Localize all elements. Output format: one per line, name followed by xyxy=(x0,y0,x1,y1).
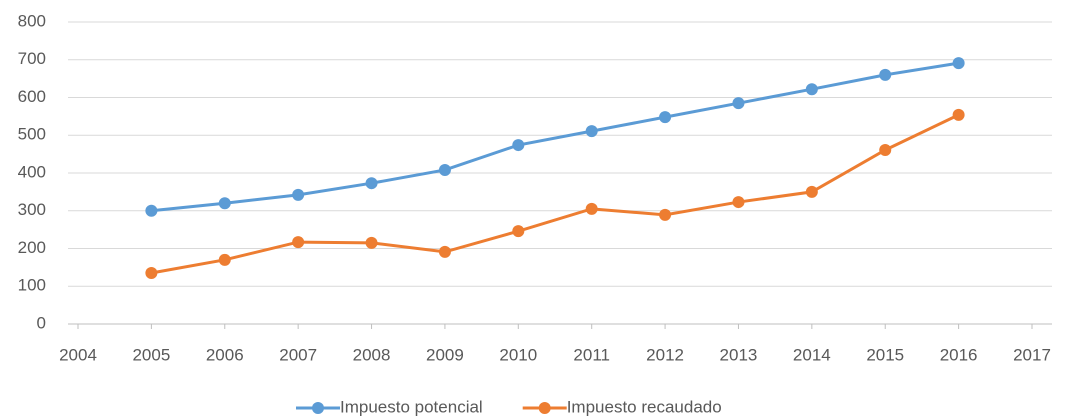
x-tick-label: 2013 xyxy=(720,345,758,364)
y-tick-label: 0 xyxy=(37,313,46,332)
x-tick-label: 2005 xyxy=(132,345,170,364)
x-tick-label: 2014 xyxy=(793,345,831,364)
point xyxy=(292,188,305,201)
x-tick-label: 2008 xyxy=(353,345,391,364)
point xyxy=(365,236,378,249)
legend-label: Impuesto potencial xyxy=(340,397,483,416)
point xyxy=(438,163,451,176)
series-line xyxy=(151,113,960,275)
point xyxy=(879,68,892,81)
point xyxy=(365,177,378,190)
y-tick-label: 200 xyxy=(18,238,46,257)
point xyxy=(585,202,598,215)
point xyxy=(732,97,745,110)
point xyxy=(805,185,818,198)
point xyxy=(952,57,965,70)
x-tick-label: 2010 xyxy=(499,345,537,364)
point xyxy=(659,208,672,221)
x-tick-label: 2012 xyxy=(646,345,684,364)
x-tick-label: 2015 xyxy=(866,345,904,364)
y-tick-label: 300 xyxy=(18,200,46,219)
y-tick-label: 100 xyxy=(18,276,46,295)
legend-marker xyxy=(538,402,551,414)
y-tick-label: 400 xyxy=(18,162,46,181)
x-tick-label: 2009 xyxy=(426,345,464,364)
y-tick-label: 600 xyxy=(18,87,46,106)
x-tick-label: 2016 xyxy=(940,345,978,364)
point xyxy=(805,83,818,96)
point xyxy=(512,139,525,152)
point xyxy=(512,225,525,238)
point xyxy=(145,204,158,217)
x-tick-label: 2006 xyxy=(206,345,244,364)
y-tick-label: 800 xyxy=(18,11,46,30)
point xyxy=(585,125,598,138)
y-tick-label: 500 xyxy=(18,125,46,144)
point xyxy=(879,143,892,156)
point xyxy=(292,236,305,249)
point xyxy=(732,196,745,209)
point xyxy=(438,245,451,258)
x-tick-label: 2017 xyxy=(1013,345,1051,364)
legend-label: Impuesto recaudado xyxy=(567,397,722,416)
point xyxy=(218,253,231,266)
y-tick-label: 700 xyxy=(18,49,46,68)
legend-marker xyxy=(312,402,324,414)
x-tick-label: 2004 xyxy=(59,345,97,364)
point xyxy=(659,111,672,124)
series-line xyxy=(151,61,959,213)
point xyxy=(145,267,158,280)
x-tick-label: 2007 xyxy=(279,345,317,364)
point xyxy=(218,197,231,210)
point xyxy=(952,108,965,121)
x-tick-label: 2011 xyxy=(573,345,610,364)
